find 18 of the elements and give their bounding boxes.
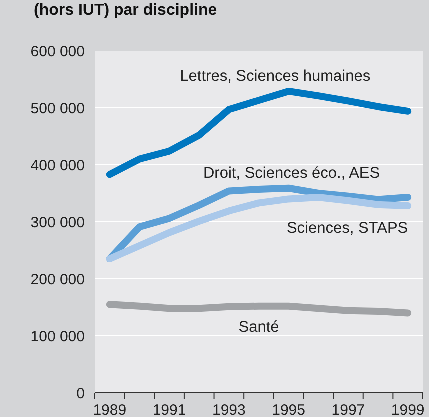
series-label: Droit, Sciences éco., AES (203, 165, 380, 184)
x-tick-label: 1999 (391, 402, 425, 417)
chart-title: (hors IUT) par discipline (33, 1, 218, 21)
x-tick-label: 1989 (93, 402, 127, 417)
x-tick-label: 1995 (272, 402, 306, 417)
series-label: Santé (238, 319, 280, 338)
x-tick-label: 1993 (212, 402, 246, 417)
y-tick-label: 300 000 (30, 214, 85, 232)
x-tick-label: 1997 (332, 402, 366, 417)
y-tick-label: 400 000 (30, 157, 85, 174)
y-tick-label: 100 000 (30, 328, 85, 346)
y-tick-label: 200 000 (30, 271, 85, 288)
series-label: Lettres, Sciences humaines (180, 68, 371, 86)
x-tick-label: 1991 (152, 402, 186, 417)
y-tick-label: 500 000 (30, 100, 85, 118)
series-label: Sciences, STAPS (286, 220, 408, 238)
y-tick-label: 600 000 (30, 43, 85, 60)
y-tick-label: 0 (76, 385, 85, 402)
